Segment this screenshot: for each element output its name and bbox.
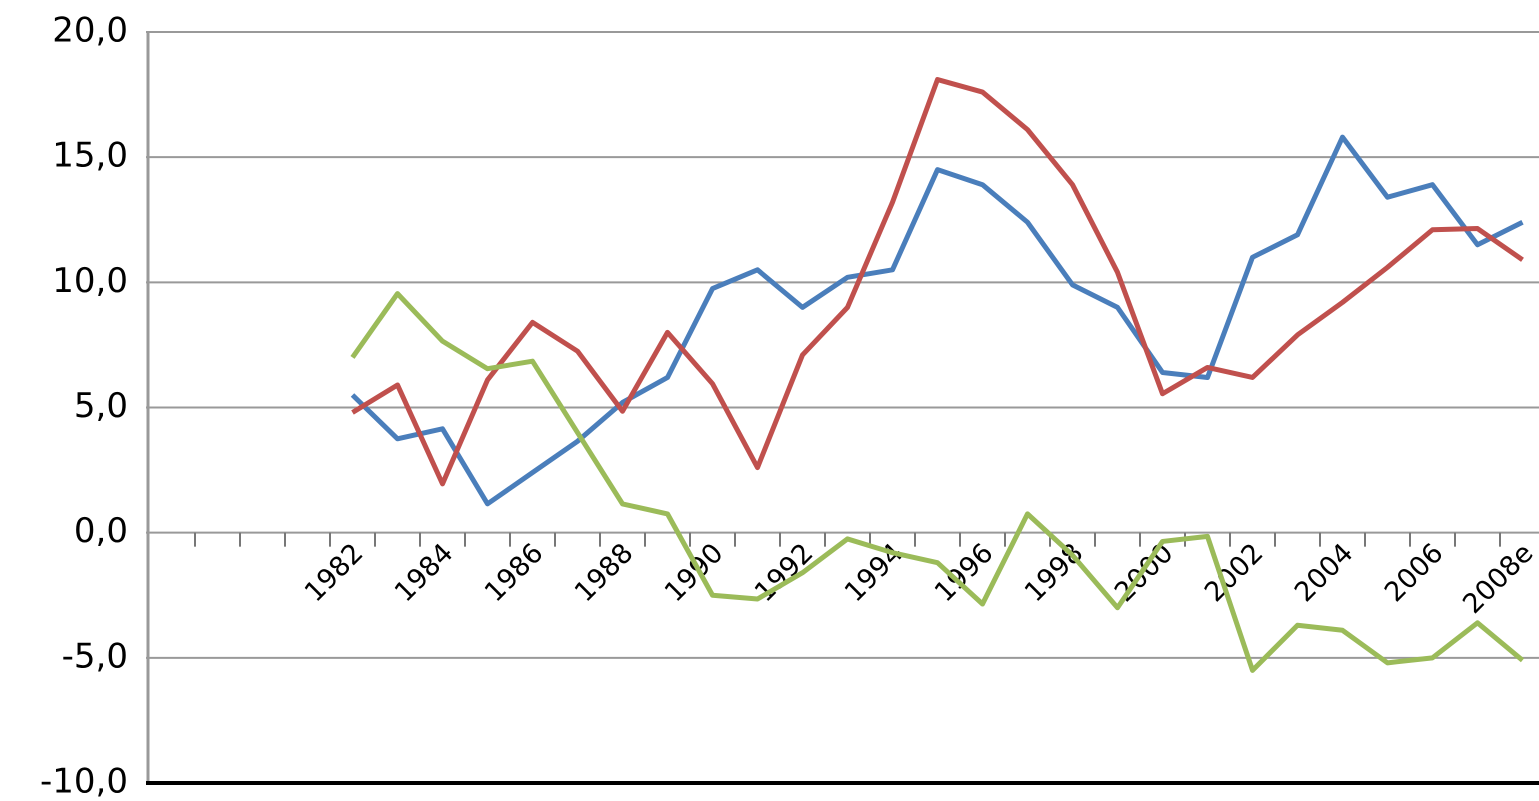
x-tick-label: 1982: [299, 538, 370, 609]
y-tick-label: 20,0: [52, 11, 128, 51]
y-tick-label: 15,0: [52, 136, 128, 176]
y-tick-label: -5,0: [62, 636, 128, 676]
x-tick-label: 1996: [929, 538, 1000, 609]
series-line: [350, 134, 1524, 507]
y-tick-label: 0,0: [74, 511, 128, 551]
y-tick-label: 5,0: [74, 386, 128, 426]
series-line: [350, 291, 1525, 673]
x-tick-label: 1986: [479, 538, 550, 609]
y-tick-label: 10,0: [52, 261, 128, 301]
x-tick-label: 2006: [1379, 538, 1450, 609]
x-tick-label: 1984: [389, 538, 460, 609]
x-tick-label: 2000: [1109, 538, 1180, 609]
x-tick-label: 2008e: [1457, 538, 1539, 620]
x-tick-label: 1988: [569, 538, 640, 609]
series-line: [351, 77, 1524, 487]
x-tick-label: 2004: [1289, 538, 1360, 609]
y-tick-label: -10,0: [40, 762, 128, 801]
x-tick-label: 1998: [1019, 538, 1090, 609]
